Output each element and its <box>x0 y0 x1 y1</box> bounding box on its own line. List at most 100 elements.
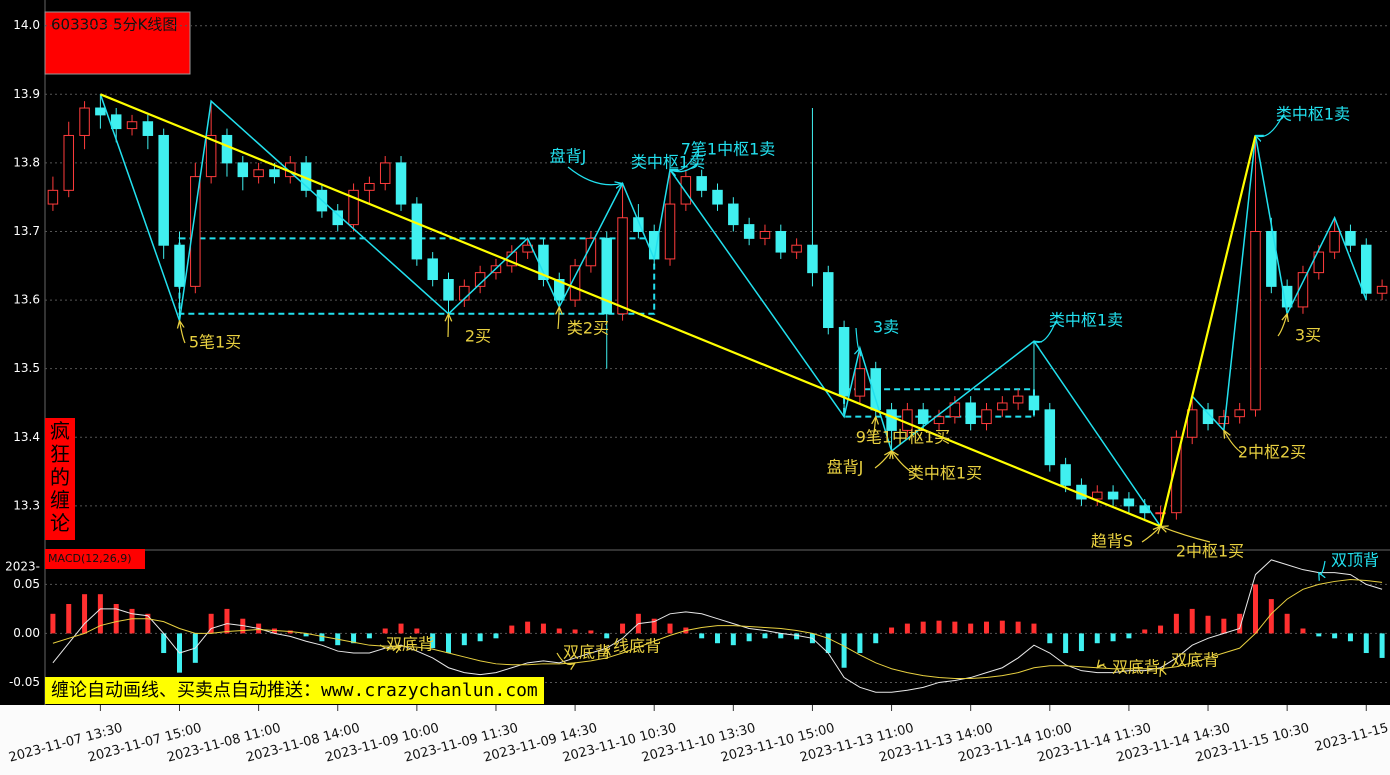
macd-bar <box>1347 633 1353 642</box>
candle-body <box>854 368 866 397</box>
candle-body <box>1044 409 1056 466</box>
candle-body <box>253 169 264 178</box>
stroke-line <box>99 94 1367 529</box>
macd-bar <box>920 621 926 634</box>
y-tick-label: -0.05 <box>9 675 40 689</box>
macd-bar <box>1015 621 1021 634</box>
macd-bar <box>1126 633 1132 639</box>
macd-bar <box>904 623 910 634</box>
y-tick-label: 13.7 <box>13 224 40 238</box>
candle-body <box>411 203 423 260</box>
candle-body <box>696 176 707 191</box>
annotation-arrow <box>892 451 916 475</box>
annotation: 类中枢1卖 <box>1276 105 1350 124</box>
macd-bar <box>414 628 420 634</box>
macd-bar <box>398 623 404 634</box>
macd-bar <box>1063 633 1069 654</box>
macd-bar <box>825 633 831 654</box>
macd-bar <box>715 633 720 644</box>
candle-body <box>1234 409 1245 418</box>
title-box <box>44 11 191 75</box>
candle-body <box>1361 244 1372 294</box>
annotation-arrow <box>873 417 876 439</box>
macd-bar <box>1110 633 1116 642</box>
macd-label: MACD(12,26,9) <box>48 552 132 565</box>
side-label: 疯狂的缠论 <box>45 418 75 540</box>
macd-bar <box>1142 629 1148 634</box>
macd-bar <box>667 623 673 634</box>
macd-bar <box>145 613 151 634</box>
candle-body <box>205 134 217 178</box>
annotation-arrow <box>1256 114 1284 137</box>
candle-body <box>1155 512 1166 515</box>
candle-body <box>997 402 1008 411</box>
candle-body <box>1345 230 1356 246</box>
y-tick-label: 13.8 <box>13 155 40 169</box>
macd-bar <box>604 633 610 639</box>
chart-title: 603303 5分K线图 <box>51 16 177 34</box>
candle-body <box>95 107 106 116</box>
candle-body <box>1123 498 1135 507</box>
annotation: 5笔1买 <box>189 333 241 352</box>
macd-bar <box>509 625 515 634</box>
macd-bar <box>556 628 562 634</box>
macd-bar <box>1284 613 1290 634</box>
macd-bar <box>936 620 942 634</box>
macd-bar <box>889 627 895 634</box>
macd-bar <box>1031 623 1037 634</box>
candle-body <box>1028 395 1040 411</box>
annotation-arrow <box>567 166 623 185</box>
annotation: 类中枢1卖 <box>631 153 705 172</box>
macd-bar <box>66 603 72 634</box>
candle-body <box>759 230 771 239</box>
candle-body <box>585 237 597 267</box>
candle-body <box>617 217 628 315</box>
annotation: 3卖 <box>873 318 899 337</box>
macd-bar <box>873 633 879 644</box>
macd-bar <box>525 621 531 634</box>
annotation-arrow <box>556 652 575 664</box>
annotation-arrow <box>558 307 559 330</box>
candle-body <box>664 203 676 260</box>
macd-bar <box>97 594 103 634</box>
annotation-arrow <box>670 149 699 171</box>
macd-bar <box>461 633 467 646</box>
candle-body <box>427 258 438 280</box>
macd-bar <box>857 633 863 654</box>
annotation: 2中枢1买 <box>1176 542 1244 561</box>
annotation-arrow <box>379 644 401 649</box>
candle-body <box>379 162 391 184</box>
candle-body <box>775 230 787 253</box>
annotation-arrow <box>1141 526 1161 543</box>
candle-body <box>712 189 723 205</box>
candle-body <box>443 279 454 301</box>
candle-body <box>174 244 185 287</box>
macd-bar <box>477 633 483 642</box>
macd-bar <box>1379 633 1385 658</box>
y-tick-label: 14.0 <box>13 18 40 32</box>
y-tick-label: 13.5 <box>13 361 40 375</box>
annotation: 双底背 <box>1112 658 1160 677</box>
candle-body <box>1376 285 1388 294</box>
macd-bar <box>129 608 135 634</box>
macd-bar <box>1158 625 1164 634</box>
candle-body <box>190 176 201 287</box>
macd-bar <box>572 629 578 634</box>
candle-body <box>364 182 375 191</box>
candle-body <box>1060 464 1071 486</box>
x-axis-band <box>0 705 1390 775</box>
macd-bar <box>493 633 499 639</box>
candle-body <box>633 217 644 232</box>
macd-bar <box>382 628 388 634</box>
macd-bar <box>746 633 752 642</box>
candle-body <box>1281 285 1293 308</box>
candle-body <box>933 416 945 425</box>
macd-bar <box>620 623 626 634</box>
macd-top-label: 2023- <box>5 560 40 574</box>
candle-body <box>237 162 249 178</box>
macd-bar <box>841 633 847 668</box>
macd-bar <box>999 620 1005 634</box>
annotation-arrow <box>180 321 186 344</box>
